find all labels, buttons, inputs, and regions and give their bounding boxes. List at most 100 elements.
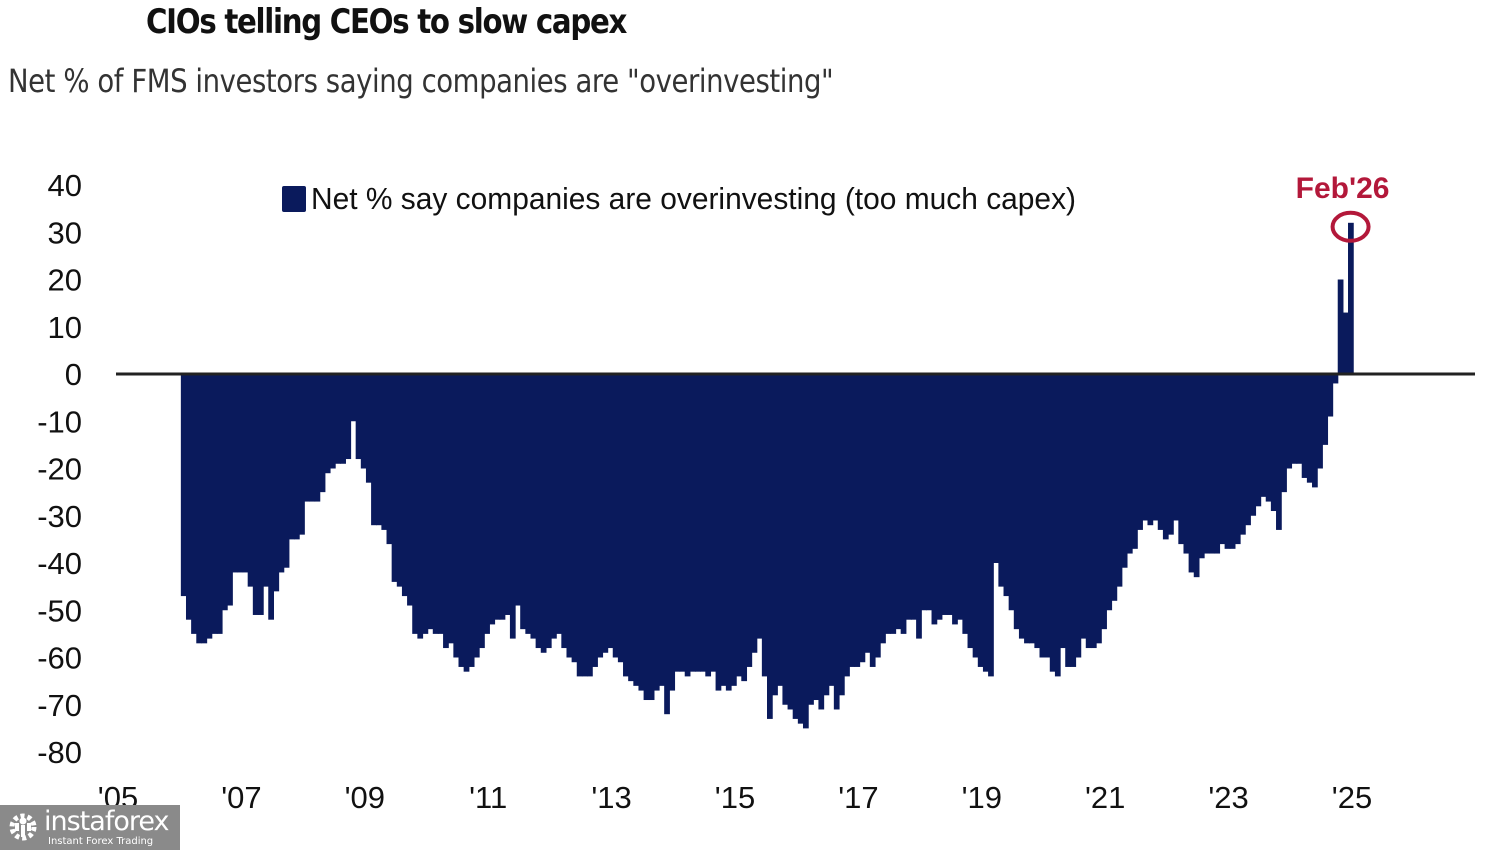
bar bbox=[1260, 374, 1267, 497]
bar bbox=[828, 374, 835, 686]
bar bbox=[1137, 374, 1143, 530]
bar bbox=[859, 374, 866, 663]
bar bbox=[1327, 374, 1334, 417]
bar bbox=[808, 374, 814, 705]
bar bbox=[1085, 374, 1092, 649]
bar bbox=[273, 374, 280, 592]
annotation-circle bbox=[1330, 210, 1371, 243]
bar bbox=[1317, 374, 1323, 469]
bar bbox=[777, 374, 784, 686]
watermark: instaforex Instant Forex Trading bbox=[0, 805, 180, 850]
bar bbox=[674, 374, 681, 672]
bar bbox=[1312, 374, 1318, 488]
chart-title: CIOs telling CEOs to slow capex bbox=[146, 2, 627, 42]
bar bbox=[1029, 374, 1035, 644]
bar bbox=[1003, 374, 1010, 597]
bar bbox=[381, 374, 388, 530]
bar bbox=[967, 374, 974, 649]
bar bbox=[566, 374, 573, 658]
bar bbox=[463, 374, 470, 672]
bar bbox=[561, 374, 568, 649]
bar bbox=[900, 374, 907, 634]
watermark-brand: instaforex bbox=[44, 806, 169, 837]
bar bbox=[941, 374, 948, 615]
bar bbox=[391, 374, 398, 582]
bar bbox=[1224, 374, 1231, 549]
bar bbox=[643, 374, 650, 701]
x-tick-label: '17 bbox=[838, 780, 878, 815]
legend: Net % say companies are overinvesting (t… bbox=[282, 181, 1076, 216]
y-tick-label: -40 bbox=[37, 546, 82, 581]
bar bbox=[700, 374, 706, 672]
x-tick-label: '23 bbox=[1208, 780, 1248, 815]
bar bbox=[216, 374, 223, 634]
bar bbox=[751, 374, 758, 653]
bar bbox=[1152, 374, 1159, 521]
bar bbox=[1276, 374, 1282, 530]
bar bbox=[838, 374, 845, 696]
x-tick-label: '13 bbox=[591, 780, 631, 815]
bar bbox=[288, 374, 295, 540]
bar bbox=[905, 374, 912, 620]
bar bbox=[1337, 279, 1344, 374]
bar bbox=[515, 374, 521, 606]
gear-logo-icon bbox=[9, 813, 37, 841]
bar bbox=[587, 374, 593, 677]
bar bbox=[545, 374, 552, 649]
bar bbox=[617, 374, 624, 663]
bar bbox=[1178, 374, 1185, 545]
y-tick-label: -50 bbox=[37, 593, 82, 628]
x-tick-label: '09 bbox=[345, 780, 385, 815]
bar bbox=[540, 374, 547, 653]
bar bbox=[180, 374, 187, 597]
bar bbox=[309, 374, 316, 502]
bar bbox=[227, 374, 233, 606]
bar bbox=[232, 374, 239, 573]
bar bbox=[242, 374, 249, 573]
bar bbox=[1240, 374, 1246, 535]
bar bbox=[1080, 374, 1087, 639]
bar bbox=[479, 374, 485, 649]
bar bbox=[823, 374, 830, 696]
bar bbox=[664, 374, 670, 715]
bar bbox=[731, 374, 737, 686]
bar bbox=[710, 374, 717, 672]
bar bbox=[1070, 374, 1077, 667]
bar bbox=[736, 374, 742, 677]
bar bbox=[659, 374, 665, 686]
bar bbox=[432, 374, 439, 634]
x-tick-label: '07 bbox=[221, 780, 261, 815]
bar bbox=[946, 374, 953, 615]
bar bbox=[921, 374, 927, 611]
x-tick-label: '15 bbox=[715, 780, 755, 815]
y-tick-label: 40 bbox=[48, 168, 82, 203]
bar bbox=[1147, 374, 1154, 526]
bar bbox=[484, 374, 490, 634]
bar bbox=[443, 374, 449, 649]
bar bbox=[520, 374, 526, 630]
bar bbox=[263, 374, 269, 587]
y-tick-label: 0 bbox=[65, 357, 82, 392]
bar bbox=[880, 374, 886, 644]
bar bbox=[1101, 374, 1107, 630]
bar bbox=[1265, 374, 1272, 502]
bar bbox=[371, 374, 377, 526]
bar bbox=[1250, 374, 1257, 516]
bar bbox=[926, 374, 933, 611]
bar bbox=[854, 374, 861, 667]
bar bbox=[314, 374, 321, 502]
y-tick-label: -70 bbox=[37, 688, 82, 723]
y-tick-label: -30 bbox=[37, 499, 82, 534]
bar bbox=[350, 374, 357, 422]
bar bbox=[633, 374, 640, 686]
bar bbox=[1296, 374, 1303, 464]
x-tick-label: '19 bbox=[962, 780, 1002, 815]
bar bbox=[1255, 374, 1262, 507]
annotation: Feb'26 bbox=[1296, 172, 1390, 243]
bar bbox=[962, 374, 969, 634]
bar bbox=[407, 374, 413, 606]
bar bbox=[283, 374, 290, 568]
bar bbox=[453, 374, 460, 658]
bar bbox=[458, 374, 465, 667]
x-axis-ticks: '05'07'09'11'13'15'17'19'21'23'25 bbox=[98, 780, 1372, 815]
